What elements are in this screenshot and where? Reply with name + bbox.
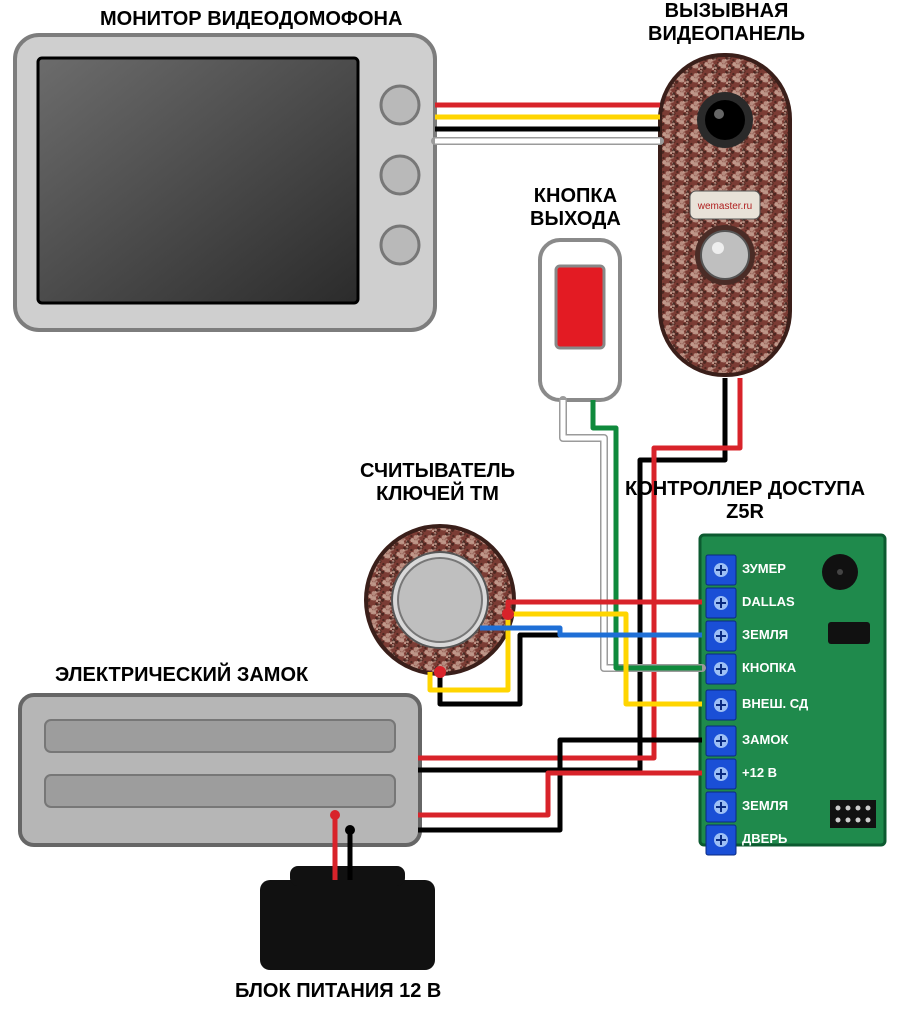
label-psu: БЛОК ПИТАНИЯ 12 В (235, 980, 441, 1003)
terminal-label-2: ЗЕМЛЯ (742, 627, 788, 642)
terminal-label-5: ЗАМОК (742, 732, 788, 747)
monitor-screen (38, 58, 358, 303)
terminal-label-6: +12 В (742, 765, 777, 780)
terminal-label-7: ЗЕМЛЯ (742, 798, 788, 813)
label-lock: ЭЛЕКТРИЧЕСКИЙ ЗАМОК (55, 664, 308, 687)
camera-lens-icon (705, 100, 745, 140)
terminal-label-4: ВНЕШ. СД (742, 696, 808, 711)
junction-dot-0 (502, 608, 514, 620)
terminal-label-0: ЗУМЕР (742, 561, 786, 576)
terminal-label-3: КНОПКА (742, 660, 796, 675)
junction-dot-3 (330, 810, 340, 820)
label-panel: ВЫЗЫВНАЯ ВИДЕОПАНЕЛЬ (648, 0, 805, 46)
label-controller: КОНТРОЛЛЕР ДОСТУПА Z5R (625, 478, 865, 524)
monitor-button-1[interactable] (381, 156, 419, 194)
ic-chip-icon (828, 622, 870, 644)
terminal-label-1: DALLAS (742, 594, 795, 609)
wire-7 (593, 400, 702, 668)
monitor-button-2[interactable] (381, 226, 419, 264)
pin-header-icon (830, 800, 876, 828)
key-reader-contact[interactable] (398, 558, 482, 642)
wire-6 (563, 400, 702, 668)
terminal-label-8: ДВЕРЬ (742, 831, 787, 846)
junction-dot-2 (345, 825, 355, 835)
label-reader: СЧИТЫВАТЕЛЬ КЛЮЧЕЙ ТМ (360, 460, 515, 506)
exit-button[interactable] (556, 266, 604, 348)
power-supply (260, 880, 435, 970)
junction-dot-1 (434, 666, 446, 678)
call-button[interactable] (701, 231, 749, 279)
electric-lock-body (20, 695, 420, 845)
monitor-button-0[interactable] (381, 86, 419, 124)
wire-12 (480, 628, 702, 635)
panel-brand-text: wemaster.ru (697, 201, 752, 212)
label-monitor: МОНИТОР ВИДЕОДОМОФОНА (100, 8, 402, 31)
label-exit_button: КНОПКА ВЫХОДА (530, 185, 621, 231)
